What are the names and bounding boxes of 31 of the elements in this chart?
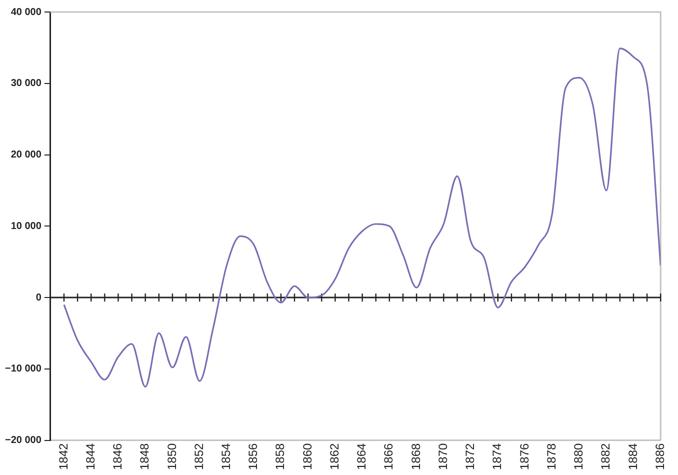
- x-tick-label: 1858: [273, 442, 288, 470]
- x-tick-label: 1882: [598, 442, 613, 470]
- x-tick-label: 1852: [192, 442, 206, 470]
- x-tick-label: 1874: [490, 442, 504, 470]
- y-tick-label: 40 000: [10, 6, 42, 18]
- x-tick-label: 1846: [110, 442, 125, 470]
- x-tick-label: 1872: [463, 442, 478, 470]
- line-series: [63, 48, 661, 388]
- x-tick-label: 1870: [436, 442, 450, 470]
- x-tick-label: 1880: [572, 442, 586, 470]
- y-tick-label: 10 000: [10, 220, 42, 232]
- y-tick-label: −10 000: [4, 364, 42, 375]
- x-tick-label: 1886: [652, 442, 667, 470]
- y-tick-label: 0: [36, 292, 42, 304]
- y-tick-label: 30 000: [10, 78, 42, 90]
- x-tick-label: 1848: [138, 442, 152, 470]
- x-tick-label: 1866: [382, 442, 396, 470]
- x-tick-label: 1856: [246, 442, 260, 470]
- x-tick-label: 1876: [517, 442, 532, 470]
- x-tick-label: 1878: [544, 442, 558, 470]
- y-tick-label: −20 000: [4, 435, 42, 446]
- x-tick-label: 1844: [83, 442, 98, 470]
- y-tick-label: 20 000: [10, 150, 42, 161]
- x-tick-label: 1854: [219, 442, 234, 470]
- x-tick-label: 1864: [354, 442, 369, 470]
- x-tick-label: 1884: [626, 442, 640, 470]
- x-tick-label: 1860: [300, 442, 314, 470]
- x-tick-label: 1862: [327, 442, 342, 470]
- x-tick-label: 1868: [408, 442, 423, 470]
- x-tick-label: 1842: [56, 442, 70, 470]
- x-tick-label: 1850: [164, 442, 179, 470]
